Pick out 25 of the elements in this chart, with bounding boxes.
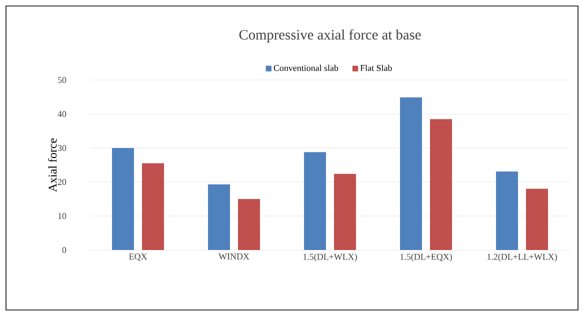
y-tick-label: 50	[58, 76, 66, 84]
y-tick-label: 40	[58, 110, 66, 118]
bar	[142, 163, 164, 250]
y-tick-label: 30	[58, 144, 66, 152]
legend-label: Flat Slab	[360, 64, 392, 72]
y-tick-label: 10	[58, 212, 66, 220]
chart-title: Compressive axial force at base	[239, 29, 421, 42]
x-tick-label: EQX	[129, 254, 148, 261]
y-tick-label: 0	[62, 246, 66, 254]
bar	[238, 199, 260, 250]
y-tick-label: 20	[58, 178, 66, 186]
x-tick-label: 1.2(DL+LL+WLX)	[487, 254, 557, 262]
bar	[112, 148, 134, 250]
bar	[304, 152, 326, 250]
bar	[400, 97, 422, 250]
y-axis-title: Axial force	[48, 138, 57, 192]
bar	[208, 184, 230, 250]
bar	[430, 119, 452, 250]
bar	[526, 188, 548, 250]
bar	[334, 174, 356, 250]
x-tick-label: 1.5(DL+EQX)	[400, 254, 452, 262]
x-tick-label: 1.5(DL+WLX)	[303, 254, 357, 262]
legend-label: Conventional slab	[274, 64, 338, 72]
bar	[496, 171, 518, 250]
x-tick-label: WINDX	[218, 254, 250, 260]
